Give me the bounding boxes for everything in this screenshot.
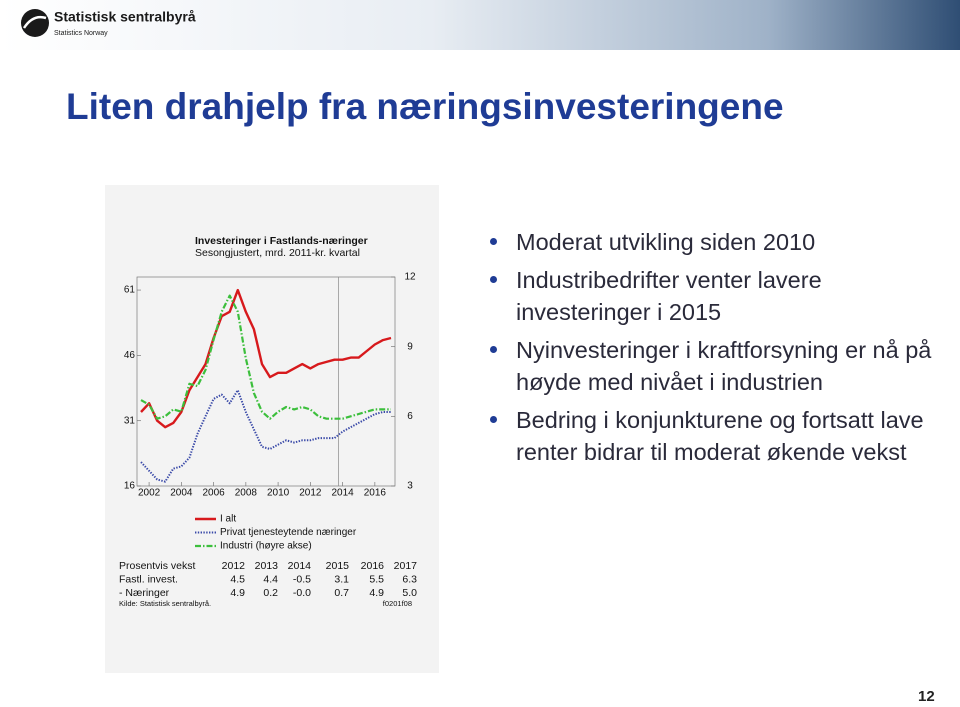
table-cell: 4.4 [263,573,278,585]
table-header-year: 2015 [326,560,350,572]
table-cell: 4.9 [230,587,245,599]
x-tick-label: 2006 [202,488,225,499]
x-tick-label: 2002 [138,488,161,499]
chart-subtitle: Sesongjustert, mrd. 2011-kr. kvartal [195,247,360,259]
legend-label: Industri (høyre akse) [220,541,312,552]
table-cell: 5.5 [369,573,384,585]
table-cell: 0.2 [263,587,278,599]
y2-tick-label: 3 [407,481,413,492]
table-header-year: 2013 [255,560,279,572]
chart-card [105,185,439,673]
y-tick-label: 46 [124,350,136,361]
bullet: Nyinvesteringer i kraftforsyning er nå p… [490,334,950,398]
x-tick-label: 2004 [170,488,193,499]
table-row-label: - Næringer [119,587,170,599]
x-tick-label: 2012 [299,488,322,499]
legend-label: Privat tjenesteytende næringer [220,527,357,538]
y-tick-label: 31 [124,415,136,426]
table-cell: -0.0 [293,587,311,599]
chart-code: f0201f08 [383,599,412,608]
logo-swoosh [22,15,47,29]
x-tick-label: 2016 [364,488,387,499]
table-cell: 0.7 [334,587,349,599]
table-cell: 5.0 [402,587,417,599]
bullet: Bedring i konjunkturene og fortsatt lave… [490,404,950,468]
logo-sub: Statistics Norway [54,30,108,37]
table-cell: 4.9 [369,587,384,599]
y2-tick-label: 9 [407,341,413,352]
table-cell: 4.5 [230,573,245,585]
x-tick-label: 2008 [235,488,258,499]
logo-mark [21,9,49,37]
x-tick-label: 2014 [331,488,354,499]
bullet: Moderat utvikling siden 2010 [490,226,950,258]
table-header-label: Prosentvis vekst [119,560,196,572]
table-header-year: 2012 [222,560,246,572]
table-row-label: Fastl. invest. [119,573,178,585]
chart: Investeringer i Fastlands-næringer Seson… [105,185,439,673]
page-number: 12 [918,688,935,705]
y-tick-label: 61 [124,285,136,296]
header-band: Statistisk sentralbyrå Statistics Norway [0,0,960,50]
chart-title: Investeringer i Fastlands-næringer [195,235,368,247]
table-cell: -0.5 [293,573,311,585]
bullet: Industribedrifter venter lavere invester… [490,264,950,328]
table-header-year: 2014 [288,560,312,572]
series-line [140,389,391,483]
table-header-year: 2016 [361,560,385,572]
plot-frame [136,276,396,487]
header-decor [0,0,960,50]
y-tick-label: 16 [124,481,136,492]
series-line [140,294,391,420]
logo-name: Statistisk sentralbyrå [54,9,196,25]
source-note: Kilde: Statistisk sentralbyrå. [119,599,211,608]
table-cell: 6.3 [402,573,417,585]
series-line [140,288,392,429]
legend-label: I alt [220,514,236,525]
slide-title: Liten drahjelp fra næringsinvesteringene [66,86,784,127]
y2-tick-label: 12 [404,272,416,283]
table-cell: 3.1 [334,573,349,585]
x-tick-label: 2010 [267,488,290,499]
y2-tick-label: 6 [407,411,413,422]
table-header-year: 2017 [394,560,418,572]
bullet-list: Moderat utvikling siden 2010 Industribed… [490,226,950,474]
